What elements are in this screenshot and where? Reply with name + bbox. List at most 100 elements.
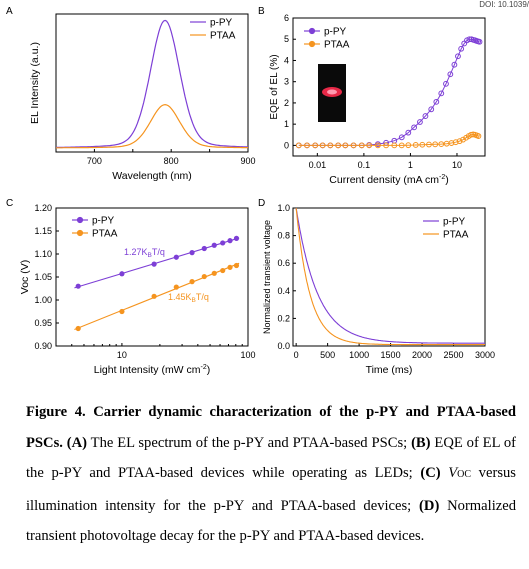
c-point-ppy-5 xyxy=(201,245,207,252)
c-point-ppy-0 xyxy=(75,283,81,289)
d-ytick-label-4: 0.8 xyxy=(277,231,290,241)
b-point-ppy-18 xyxy=(428,106,435,113)
b-point-ppy-13 xyxy=(398,134,405,141)
b-point-ptaa-17 xyxy=(426,141,432,148)
d-xtick-label-1: 500 xyxy=(320,350,335,360)
a-xtick-label-2: 900 xyxy=(240,156,255,166)
c-point-ppy-4 xyxy=(189,250,195,256)
caption-a-text: The EL spectrum of the p-PY and PTAA-bas… xyxy=(87,434,412,451)
b-point-ptaa-13 xyxy=(398,142,405,149)
b-point-ptaa-18 xyxy=(432,141,439,148)
panel-letter-d: D xyxy=(258,198,265,209)
b-point-ptaa-2 xyxy=(312,142,319,149)
b-xtick-label-2: 1 xyxy=(408,160,413,170)
c-point-ptaa-1 xyxy=(119,308,125,315)
b-point-ptaa-10 xyxy=(374,142,381,149)
b-point-ppy-25 xyxy=(458,45,465,52)
c-ylabel: Voc (V) xyxy=(19,260,31,294)
c-point-ptaa-6 xyxy=(211,270,217,276)
d-legend-ptaa-label: PTAA xyxy=(443,230,469,241)
b-legend-ptaa-marker xyxy=(308,40,316,48)
a-legend-ppy-label: p-PY xyxy=(210,18,233,29)
d-series-ptaa xyxy=(295,207,485,346)
b-point-ptaa-8 xyxy=(358,142,365,149)
c-point-ptaa-0 xyxy=(75,325,81,332)
c-point-ptaa-3 xyxy=(173,284,179,290)
b-point-ptaa-14 xyxy=(405,142,412,149)
c-annotation-ppy: 1.27KBT/q xyxy=(124,247,165,259)
b-ytick-label-2: 2 xyxy=(284,98,289,108)
c-ytick-label-2: 1.00 xyxy=(34,295,52,305)
b-xtick-label-1: 0.1 xyxy=(358,160,371,170)
b-ytick-label-3: 3 xyxy=(284,77,289,87)
c-ytick-label-3: 1.05 xyxy=(34,272,52,282)
b-point-ptaa-22 xyxy=(452,139,459,146)
c-point-ppy-2 xyxy=(151,261,157,267)
caption-a-label: (A) xyxy=(66,434,88,451)
caption-voc-subscript: OC xyxy=(457,469,472,481)
b-point-ptaa-3 xyxy=(319,142,326,149)
caption-c-text: versus illumination intensity for the p-… xyxy=(26,465,516,514)
b-point-ppy-19 xyxy=(433,98,440,105)
b-point-ptaa-11 xyxy=(383,142,389,149)
b-point-ppy-22 xyxy=(447,71,454,78)
b-point-ptaa-4 xyxy=(327,142,334,149)
b-point-ppy-14 xyxy=(405,129,412,136)
d-xtick-label-2: 1000 xyxy=(349,350,369,360)
caption-title: Figure 4. Carrier dynamic characterizati… xyxy=(26,404,516,451)
a-legend-ptaa-label: PTAA xyxy=(210,31,236,42)
c-ytick-label-1: 0.95 xyxy=(34,318,52,328)
d-xtick-label-4: 2000 xyxy=(412,350,432,360)
b-legend-ppy-marker xyxy=(308,27,316,35)
panel-letter-b: B xyxy=(258,6,265,17)
d-legend-ppy-label: p-PY xyxy=(443,217,466,228)
c-legend-ptaa-label: PTAA xyxy=(92,229,118,240)
caption-b-label: (B) xyxy=(411,434,431,451)
a-xtick-label-0: 700 xyxy=(87,156,102,166)
d-xtick-label-3: 1500 xyxy=(381,350,401,360)
b-point-ptaa-9 xyxy=(366,142,373,149)
c-xtick-label-1: 100 xyxy=(240,350,255,360)
b-point-ptaa-19 xyxy=(438,141,445,148)
panel-b-frame xyxy=(292,17,486,157)
b-point-ppy-21 xyxy=(443,80,449,87)
b-ytick-label-0: 0 xyxy=(284,140,289,150)
c-point-ptaa-5 xyxy=(201,273,207,280)
b-xtick-label-3: 10 xyxy=(452,160,462,170)
b-point-ptaa-15 xyxy=(412,142,419,148)
b-point-ppy-23 xyxy=(451,61,458,68)
b-ytick-label-1: 1 xyxy=(284,119,289,129)
caption-c-label: (C) xyxy=(420,465,441,482)
c-ytick-label-5: 1.15 xyxy=(34,226,52,236)
b-ytick-label-4: 4 xyxy=(284,55,289,65)
c-point-ppy-7 xyxy=(220,240,226,246)
c-point-ptaa-4 xyxy=(189,279,195,285)
d-ytick-label-1: 0.2 xyxy=(277,313,290,323)
a-series-ppy xyxy=(55,19,248,148)
c-ytick-label-6: 1.20 xyxy=(34,203,52,213)
c-legend-ppy-label: p-PY xyxy=(92,216,115,227)
caption-d-text: Normalized transient photovoltage decay … xyxy=(26,497,516,545)
b-point-ptaa-5 xyxy=(335,142,342,149)
c-fit-ptaa xyxy=(74,262,240,330)
b-ylabel: EQE of EL (%) xyxy=(269,54,280,119)
c-point-ppy-1 xyxy=(119,271,125,277)
b-point-ptaa-16 xyxy=(419,141,426,148)
caption-voc-symbol: V xyxy=(448,465,458,482)
b-inset-glow-core xyxy=(327,89,337,95)
panel-d-frame xyxy=(292,207,486,347)
a-series-ptaa xyxy=(56,103,248,149)
b-point-ptaa-23 xyxy=(456,138,463,145)
figure-caption: Figure 4. Carrier dynamic characterizati… xyxy=(26,397,516,552)
c-point-ptaa-2 xyxy=(151,293,157,299)
c-fit-ppy xyxy=(74,237,240,289)
c-point-ppy-6 xyxy=(211,242,217,248)
d-ytick-label-0: 0.0 xyxy=(277,341,290,351)
b-xlabel: Current density (mA cm-2) xyxy=(329,174,448,186)
b-ytick-label-5: 5 xyxy=(284,34,289,44)
d-xtick-label-6: 3000 xyxy=(475,350,495,360)
c-ytick-label-0: 0.90 xyxy=(34,341,52,351)
caption-d-label: (D) xyxy=(419,497,440,514)
c-legend-ptaa-marker xyxy=(76,229,84,237)
b-point-ppy-16 xyxy=(417,119,423,125)
